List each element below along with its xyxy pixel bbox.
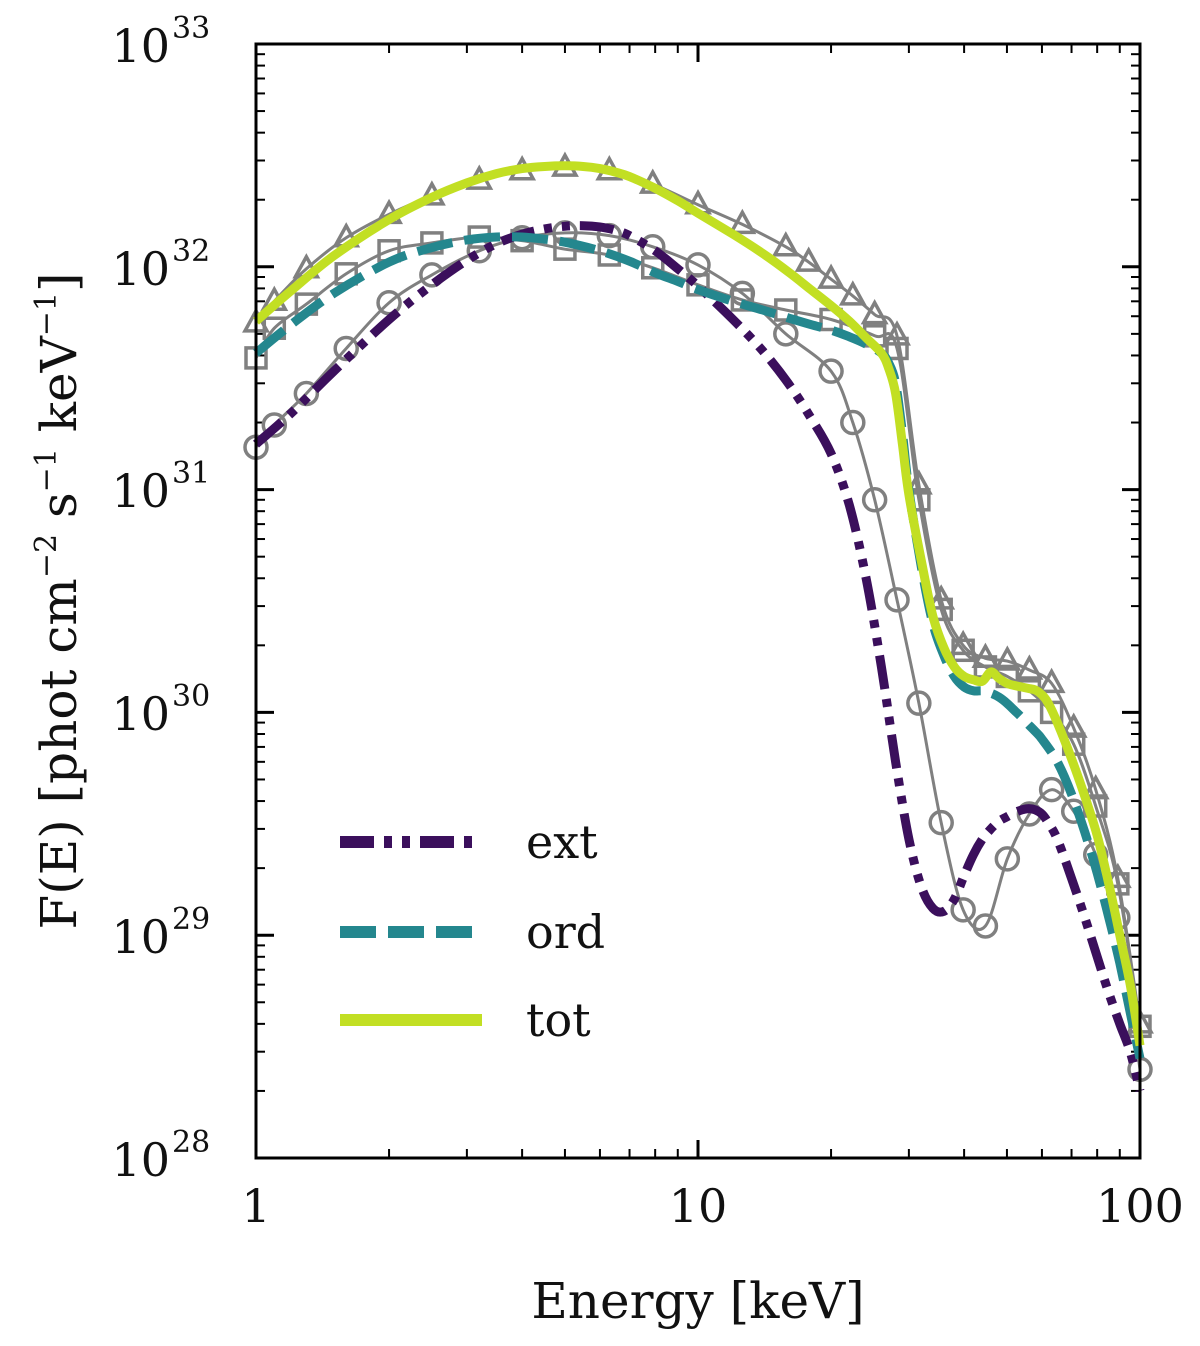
data-point-tot-markers: [1015, 654, 1044, 680]
x-axis-label: Energy [keV]: [531, 1272, 864, 1330]
y-tick-label: 10: [111, 1133, 170, 1187]
data-point-tot-markers: [993, 645, 1022, 671]
y-tick-exponent: 32: [172, 234, 210, 269]
data-point-ord-markers: [641, 256, 665, 280]
x-tick-label: 10: [669, 1179, 728, 1233]
y-tick-exponent: 29: [172, 902, 210, 937]
data-point-ext-markers: [261, 412, 288, 438]
x-tick-labels: 1 10 100: [241, 1179, 1184, 1233]
data-point-tot-markers: [1037, 667, 1066, 694]
data-point-tot-markers: [1081, 774, 1110, 800]
series-lines: [253, 161, 1145, 1092]
data-point-ext-markers: [906, 690, 932, 716]
data-point-ord-markers: [730, 288, 755, 312]
y-tick-label: 10: [111, 464, 170, 518]
data-point-ext-markers: [972, 913, 999, 939]
data-point-tot-markers: [883, 320, 911, 346]
data-point-ext-markers: [928, 809, 954, 836]
legend-label-ord: ord: [526, 905, 605, 959]
data-point-ext-markers: [773, 321, 799, 347]
data-point-ext-markers: [950, 897, 976, 923]
x-tick-label: 1: [241, 1179, 270, 1233]
data-point-tot-markers: [1103, 862, 1132, 889]
plot-frame: [254, 42, 1142, 1160]
data-point-tot-markers: [794, 246, 823, 272]
data-point-ext-markers: [840, 409, 866, 436]
marker-trace-ord-markers: [254, 235, 1142, 1027]
legend-label-ext: ext: [526, 815, 598, 869]
series-line-tot: [253, 161, 1145, 1047]
x-tick-label: 100: [1096, 1179, 1184, 1233]
y-tick-exponent: 28: [172, 1125, 210, 1160]
data-point-tot-markers: [904, 469, 933, 495]
y-tick-exponent: 31: [172, 456, 210, 491]
data-point-ext-markers: [884, 587, 910, 613]
legend-label-tot: tot: [526, 993, 591, 1047]
y-tick-exponent: 33: [172, 11, 210, 46]
data-point-tot-markers: [927, 584, 956, 610]
data-point-ext-markers: [333, 335, 359, 362]
y-axis-label: F(E) [phot cm−2 s−1 keV−1]: [29, 273, 88, 930]
data-point-tot-markers: [949, 629, 978, 656]
y-axis-label-superscript: −1: [29, 292, 64, 336]
data-point-ext-markers: [861, 487, 888, 513]
data-point-tot-markers: [838, 280, 867, 306]
y-tick-label: 10: [111, 687, 170, 741]
y-axis-label-part: keV: [30, 335, 88, 448]
data-point-tot-markers: [1059, 712, 1088, 738]
y-tick-label: 10: [111, 910, 170, 964]
data-point-tot-markers: [817, 263, 846, 289]
data-point-ext-markers: [818, 358, 844, 384]
y-tick-label: 10: [111, 19, 170, 73]
data-point-ord-markers: [686, 273, 710, 297]
y-axis-label-part: s: [30, 492, 88, 534]
y-tick-exponent: 30: [172, 679, 210, 714]
y-tick-label: 10: [111, 242, 170, 296]
y-axis-label-superscript: −2: [29, 534, 64, 578]
data-point-ext-markers: [1038, 776, 1065, 803]
legend: ext ord tot: [340, 815, 605, 1047]
data-point-tot-markers: [771, 231, 800, 257]
data-point-tot-markers: [971, 642, 1000, 669]
data-point-tot-markers: [860, 298, 889, 325]
y-axis-label-part: F(E) [phot cm: [30, 578, 88, 929]
data-point-ext-markers: [994, 846, 1021, 872]
y-axis-label-superscript: −1: [29, 448, 64, 492]
series-line-ext: [253, 221, 1145, 1092]
y-axis-label-part: ]: [30, 273, 88, 293]
y-tick-labels: 10 28 10 29 10 30 10 31 10 32 10 33: [111, 11, 210, 1187]
data-point-tot-markers: [728, 208, 757, 235]
